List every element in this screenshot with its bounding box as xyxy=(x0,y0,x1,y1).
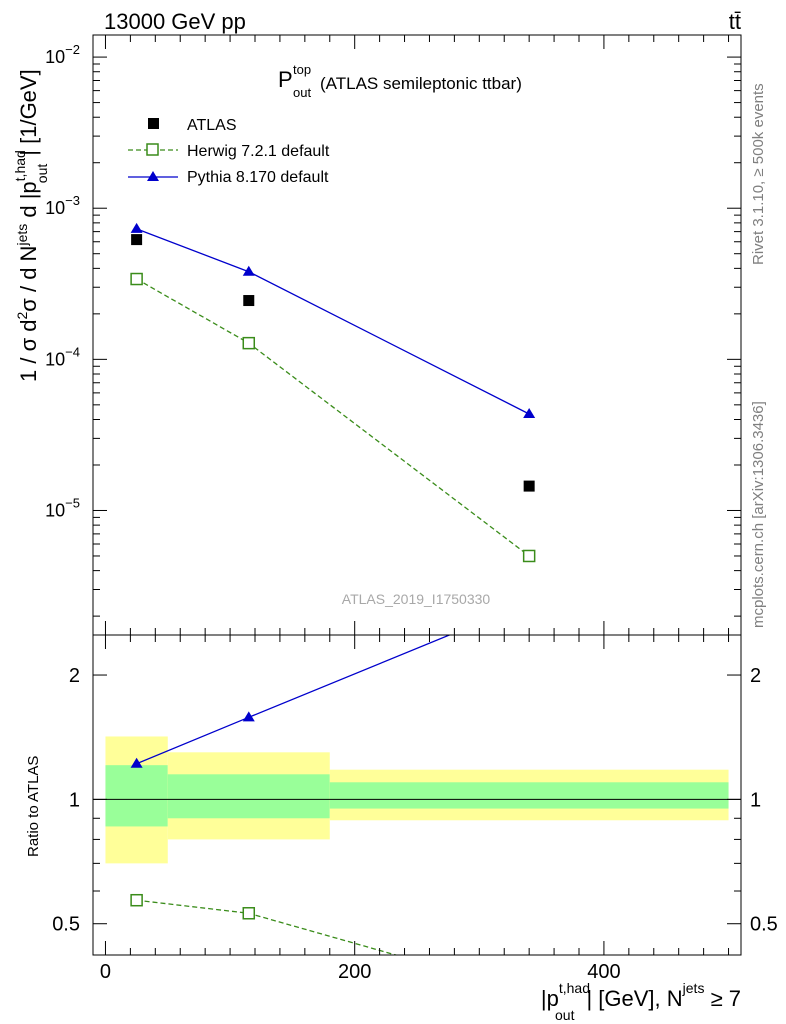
uncertainty-band-green xyxy=(329,782,729,809)
main-ytick-label: 10−3 xyxy=(45,193,80,218)
ratio-xtick-label: 0 xyxy=(100,961,111,983)
main-ytick-label: 10−4 xyxy=(45,344,80,369)
legend-herwig-marker xyxy=(146,143,159,156)
herwig-point xyxy=(130,272,143,286)
ratio-xlabel: |pt,had out| [GeV], Njets ≥ 7 xyxy=(541,980,741,1023)
legend-atlas-marker xyxy=(148,118,159,129)
ratio-axes: 0.5 0.5 1 1 2 2 0 200 400 xyxy=(52,635,778,983)
title-p: P xyxy=(278,67,293,92)
herwig-point xyxy=(242,336,256,350)
ratio-ytick-label-left: 2 xyxy=(69,665,80,687)
main-ylabel: 1 / σ d2σ / d Njets d |pt,had out| [1/GeV… xyxy=(12,69,50,382)
ratio-ytick-label-left: 0.5 xyxy=(52,914,80,936)
legend-pythia-marker xyxy=(147,171,159,181)
herwig-ratio-point xyxy=(242,907,256,920)
ratio-ytick-label-right: 2 xyxy=(750,665,761,687)
ratio-ylabel: Ratio to ATLAS xyxy=(25,756,42,857)
legend: ATLAS Herwig 7.2.1 default Pythia 8.170 … xyxy=(128,117,330,186)
ratio-ytick-label-left: 1 xyxy=(69,789,80,811)
legend-herwig-label: Herwig 7.2.1 default xyxy=(187,143,330,160)
ratio-xtick-label: 400 xyxy=(587,961,620,983)
herwig-ratio-line xyxy=(136,899,399,955)
energy-label: 13000 GeV pp xyxy=(104,9,246,34)
main-ytick-label: 10−5 xyxy=(45,495,80,520)
legend-pythia-label: Pythia 8.170 default xyxy=(187,169,329,186)
ratio-bands xyxy=(93,736,741,864)
title-sub: out xyxy=(293,85,311,100)
herwig-point xyxy=(522,549,536,563)
ratio-panel: 0.5 0.5 1 1 2 2 0 200 400 Ratio to ATLAS |pt,had… xyxy=(25,596,778,1023)
atlas-point xyxy=(243,295,255,307)
pythia-ratio-point xyxy=(523,596,535,606)
title-rest: (ATLAS semileptonic ttbar) xyxy=(320,74,522,93)
pythia-ratio-point xyxy=(242,711,255,722)
pythia-ratio-point xyxy=(130,757,143,768)
process-label: tt̄ xyxy=(729,9,741,34)
pythia-point xyxy=(523,407,536,418)
pythia-line xyxy=(136,228,530,415)
pythia-point xyxy=(130,222,143,233)
pythia-ratio-line xyxy=(136,635,452,765)
main-ytick-label: 10−2 xyxy=(45,42,80,67)
uncertainty-band-green xyxy=(105,765,168,827)
ratio-ytick-label-right: 1 xyxy=(750,789,761,811)
herwig-ratio-point xyxy=(524,987,535,998)
ratio-marks xyxy=(130,596,535,998)
main-axes: 10−2 10−3 10−4 10−5 xyxy=(45,35,741,635)
rivet-label: Rivet 3.1.10, ≥ 500k events xyxy=(750,83,767,265)
herwig-ratio-point xyxy=(130,893,143,907)
ratio-frame xyxy=(92,634,742,956)
ratio-ytick-label-right: 0.5 xyxy=(750,914,778,936)
main-marks xyxy=(130,222,536,563)
atlas-point xyxy=(523,480,535,492)
atlas-point xyxy=(131,234,143,246)
title-sup: top xyxy=(293,62,311,77)
main-title: P xyxy=(278,67,293,92)
mcplots-label: mcplots.cern.ch [arXiv:1306.3436] xyxy=(750,401,767,628)
pythia-point xyxy=(242,265,255,276)
main-panel: ATLAS_2019_I1750330 P top out (ATLAS sem… xyxy=(12,34,742,636)
uncertainty-band-green xyxy=(167,774,330,819)
watermark: ATLAS_2019_I1750330 xyxy=(342,591,491,607)
legend-atlas-label: ATLAS xyxy=(187,117,237,134)
herwig-line xyxy=(136,278,530,557)
ratio-xtick-label: 200 xyxy=(338,961,371,983)
